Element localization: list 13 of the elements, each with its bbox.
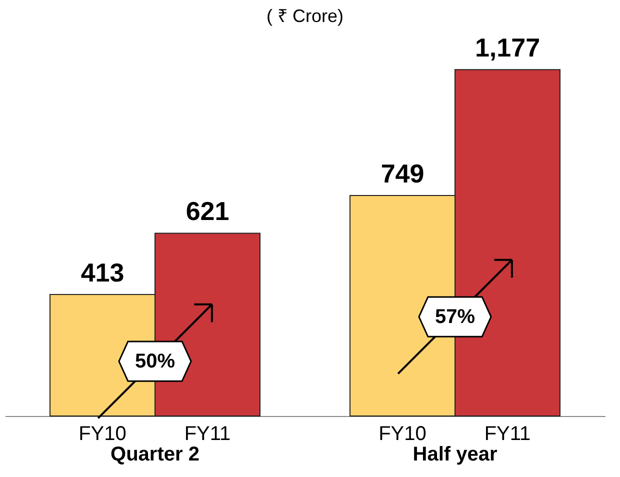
data-label: 749 bbox=[380, 158, 424, 189]
series-label: FY11 bbox=[184, 423, 231, 445]
chart-title: ( ₹ Crore) bbox=[266, 6, 344, 26]
series-label: FY10 bbox=[78, 423, 126, 445]
text: FY11 bbox=[484, 423, 531, 445]
annotation: 57% bbox=[434, 306, 476, 328]
data-label: 413 bbox=[80, 257, 124, 288]
x-tick-label: Half year bbox=[412, 444, 498, 466]
data-label: 1,177 bbox=[474, 32, 540, 63]
text: FY10 bbox=[378, 423, 426, 445]
annotation: 50% bbox=[134, 350, 176, 372]
data-label: 621 bbox=[186, 196, 230, 226]
x-tick-label: Quarter 2 bbox=[110, 444, 200, 466]
